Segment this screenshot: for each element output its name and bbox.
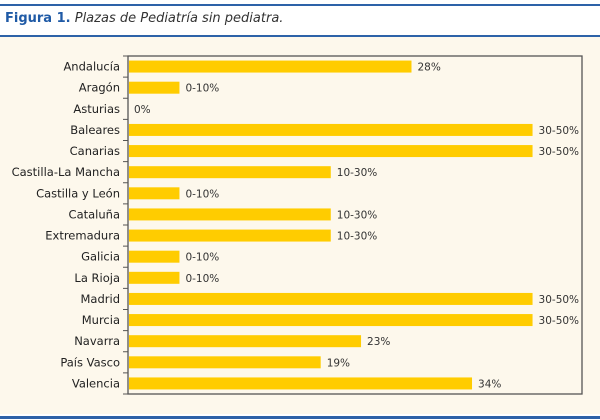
category-label: Andalucía xyxy=(63,60,120,74)
bar xyxy=(129,356,321,369)
bar xyxy=(129,229,331,242)
data-label: 30-50% xyxy=(539,146,580,158)
category-label: Castilla-La Mancha xyxy=(12,165,120,179)
bar xyxy=(129,208,331,221)
data-label: 0% xyxy=(134,104,151,116)
bottom-rule xyxy=(0,416,600,419)
category-label: Asturias xyxy=(73,102,120,116)
bar xyxy=(129,377,473,390)
data-label: 34% xyxy=(478,378,501,390)
category-label: Aragón xyxy=(79,81,120,95)
category-label: País Vasco xyxy=(60,355,120,369)
category-label: Castilla y León xyxy=(36,186,120,200)
figure-caption: Plazas de Pediatría sin pediatra. xyxy=(74,11,284,26)
category-label: Madrid xyxy=(81,292,121,306)
bar xyxy=(129,166,331,179)
bar xyxy=(129,145,533,158)
data-label: 30-50% xyxy=(539,315,580,327)
figure-number: Figura 1. xyxy=(5,11,71,26)
chart-panel xyxy=(0,37,600,414)
category-label: Canarias xyxy=(70,144,120,158)
category-label: Extremadura xyxy=(45,229,120,243)
data-label: 0-10% xyxy=(185,273,219,285)
bar xyxy=(129,250,180,263)
data-label: 28% xyxy=(417,62,440,74)
data-label: 0-10% xyxy=(185,83,219,95)
bar xyxy=(129,271,180,284)
category-label: Murcia xyxy=(82,313,120,327)
data-label: 19% xyxy=(327,357,350,369)
category-label: Galicia xyxy=(81,250,120,264)
bar xyxy=(129,314,533,327)
data-label: 10-30% xyxy=(337,209,378,221)
category-label: La Rioja xyxy=(74,271,120,285)
data-label: 0-10% xyxy=(185,252,219,264)
bar xyxy=(129,123,533,136)
bar xyxy=(129,335,362,348)
category-label: Cataluña xyxy=(69,207,120,221)
data-label: 23% xyxy=(367,336,390,348)
data-label: 30-50% xyxy=(539,125,580,137)
bar xyxy=(129,187,180,200)
data-label: 0-10% xyxy=(185,188,219,200)
bar xyxy=(129,292,533,305)
figure-title: Figura 1. Plazas de Pediatría sin pediat… xyxy=(5,11,283,26)
data-label: 30-50% xyxy=(539,294,580,306)
category-label: Valencia xyxy=(72,376,120,390)
data-label: 10-30% xyxy=(337,231,378,243)
title-rule xyxy=(0,35,600,37)
top-rule xyxy=(0,4,600,6)
bar xyxy=(129,81,180,94)
category-label: Baleares xyxy=(70,123,120,137)
data-label: 10-30% xyxy=(337,167,378,179)
category-label: Navarra xyxy=(74,334,120,348)
bar xyxy=(129,60,412,73)
